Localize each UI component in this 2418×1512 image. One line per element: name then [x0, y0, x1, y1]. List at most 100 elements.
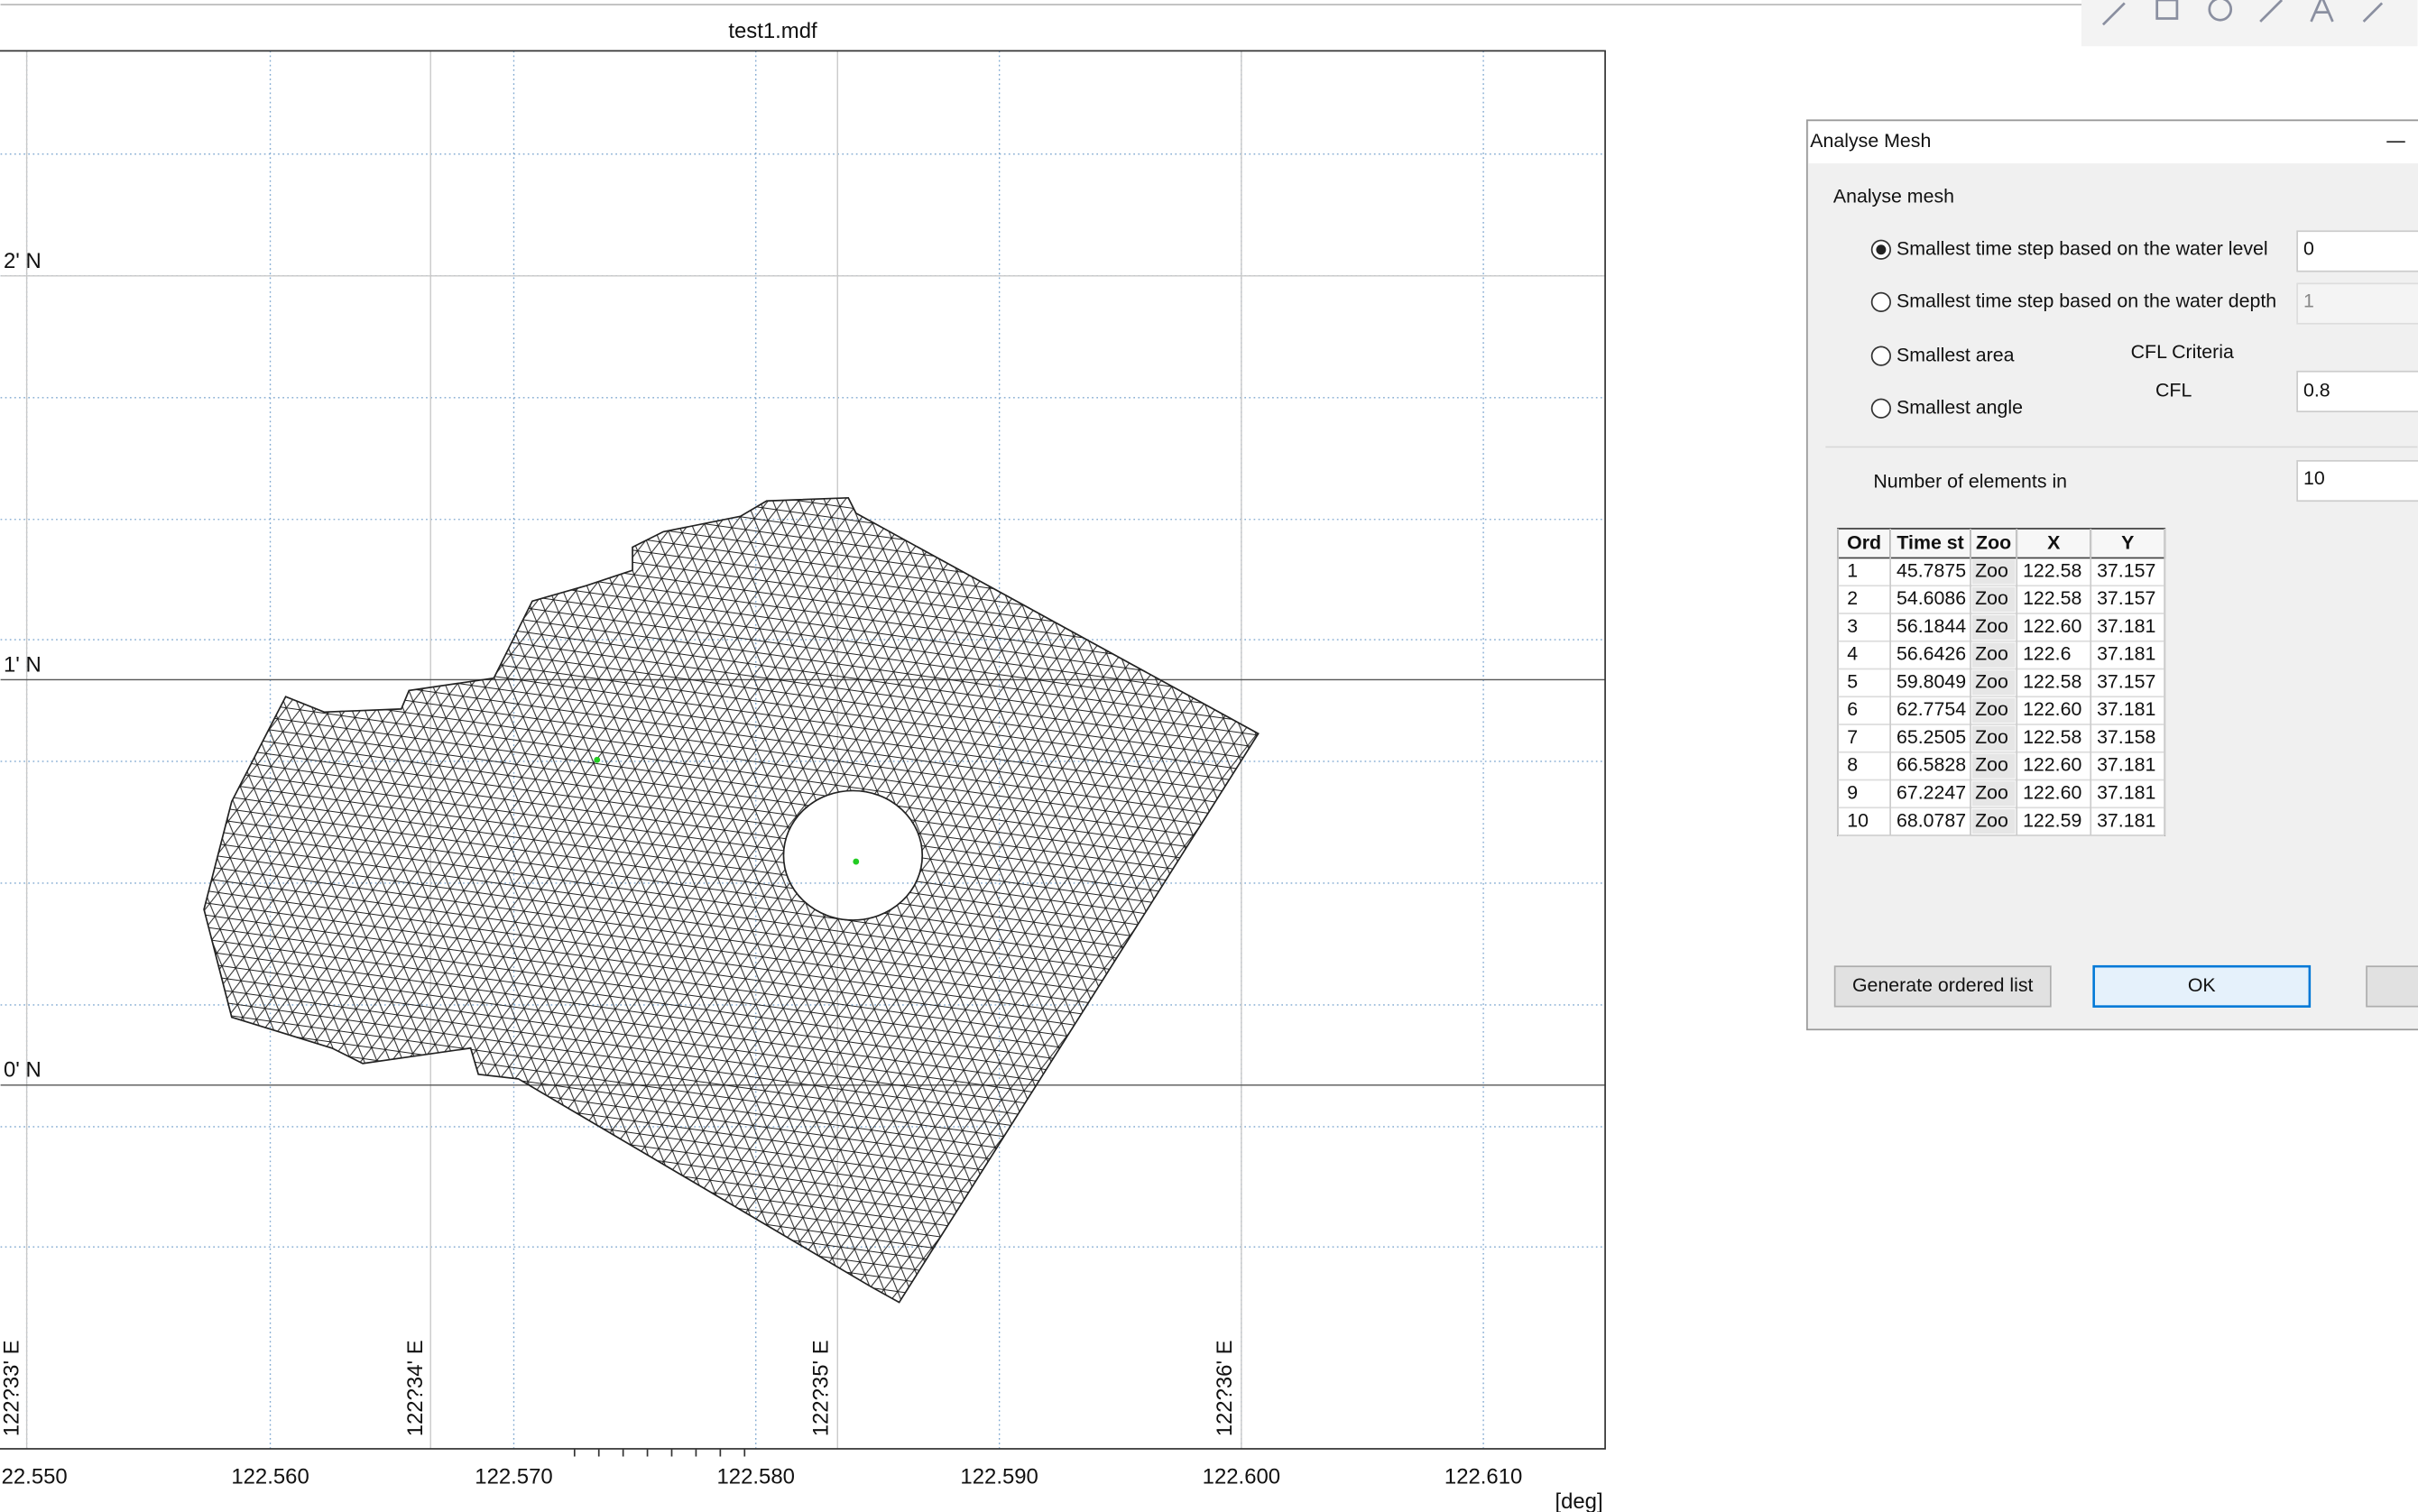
level-input-value: 0: [2303, 237, 2314, 259]
radio-button[interactable]: [1870, 346, 1891, 366]
ok-button-label: OK: [2188, 974, 2216, 996]
x-tick-label: 122.600: [1203, 1465, 1280, 1489]
x-tick-label: 122.580: [717, 1465, 795, 1489]
zoom-button[interactable]: [1971, 586, 2016, 613]
plot-frame: [0, 50, 1606, 1450]
table-header: Y: [2121, 532, 2134, 554]
table-header-cell: [1889, 528, 1971, 559]
unit-label: [deg]: [1555, 1489, 1602, 1512]
x-tick-label: 122.610: [1444, 1465, 1522, 1489]
table-cell: 65.2505: [1897, 726, 1966, 748]
table-cell: 8: [1847, 754, 1858, 776]
zoom-button[interactable]: [1971, 753, 2016, 779]
table-cell: 37.181: [2097, 754, 2155, 776]
table-cell: 62.7754: [1897, 698, 1966, 720]
table-cell: 66.5828: [1897, 754, 1966, 776]
table-cell: Zoo: [1975, 726, 2008, 748]
rect-icon[interactable]: [2155, 0, 2179, 20]
cfl-input[interactable]: [2296, 370, 2418, 413]
table-cell: Zoo: [1975, 809, 2008, 831]
table-cell: 59.8049: [1897, 670, 1966, 692]
marker-icon[interactable]: [2362, 2, 2384, 23]
table-cell: 68.0787: [1897, 809, 1966, 831]
table-header: Ord: [1847, 532, 1881, 554]
table-cell: 122.58: [2023, 726, 2081, 748]
table-cell: 37.181: [2097, 781, 2155, 803]
table-cell: 122.58: [2023, 587, 2081, 609]
table-cell: 56.1844: [1897, 615, 1966, 637]
table-cell: 1: [1847, 559, 1858, 581]
radio-button[interactable]: [1870, 398, 1891, 419]
table-cell: 37.158: [2097, 726, 2155, 748]
mesh-marker: [853, 858, 860, 865]
lat-label: 2' N: [4, 249, 42, 273]
cancel-button[interactable]: [2366, 965, 2418, 1008]
text-icon[interactable]: [2310, 0, 2334, 23]
table-cell: 9: [1847, 781, 1858, 803]
table-cell: Zoo: [1975, 559, 2008, 581]
table-cell: 37.181: [2097, 698, 2155, 720]
generate-button[interactable]: [1833, 965, 2052, 1008]
lon-label: 122?36' E: [1213, 1340, 1237, 1436]
table-cell: Zoo: [1975, 670, 2008, 692]
mesh: [203, 496, 1260, 1304]
arrow-icon[interactable]: [2259, 0, 2284, 23]
table-header: Time st: [1897, 532, 1963, 554]
lat-label: 0' N: [4, 1058, 42, 1083]
table-cell: 5: [1847, 670, 1858, 692]
ok-button[interactable]: [2092, 964, 2312, 1008]
table-cell: 122.60: [2023, 754, 2081, 776]
circle-icon[interactable]: [2208, 0, 2233, 22]
x-tick-label: 122.560: [231, 1465, 309, 1489]
table-cell: 3: [1847, 615, 1858, 637]
depth-input[interactable]: [2296, 282, 2418, 325]
generate-button-label: Generate ordered list: [1852, 974, 2034, 996]
zoom-button[interactable]: [1971, 697, 2016, 724]
x-tick-label: 22.550: [2, 1465, 68, 1489]
zoom-button[interactable]: [1971, 725, 2016, 751]
zoom-button[interactable]: [1971, 781, 2016, 807]
zoom-button[interactable]: [1971, 559, 2016, 585]
plot-title: test1.mdf: [728, 19, 817, 43]
table-cell: 37.157: [2097, 559, 2155, 581]
elements-label: Number of elements in: [1873, 470, 2067, 492]
radio-dot: [1876, 244, 1887, 255]
x-tick-label: 122.570: [475, 1465, 552, 1489]
table-cell: 54.6086: [1897, 587, 1966, 609]
mesh-marker: [594, 756, 601, 763]
table-cell: Zoo: [1975, 587, 2008, 609]
lon-label: 122?35' E: [808, 1340, 833, 1436]
table-cell: 10: [1847, 809, 1869, 831]
table-cell: 122.58: [2023, 670, 2081, 692]
radio-label: Smallest time step based on the water le…: [1897, 237, 2268, 259]
cfl-group-label: CFL Criteria: [2131, 341, 2234, 363]
analyse-mesh-dialog: Analyse Mesh Analyse mesh 0 1 CFL Criter…: [1806, 119, 2418, 1031]
depth-input-value: 1: [2303, 290, 2314, 311]
table-header: Zoo: [1976, 532, 2011, 554]
table-cell: Zoo: [1975, 643, 2008, 665]
table-cell: 4: [1847, 643, 1858, 665]
table-cell: 2: [1847, 587, 1858, 609]
table-cell: 37.181: [2097, 809, 2155, 831]
table-cell: 7: [1847, 726, 1858, 748]
elements-input[interactable]: [2296, 459, 2418, 502]
radio-button[interactable]: [1870, 291, 1891, 312]
group-label: Analyse mesh: [1833, 185, 1954, 207]
pen-icon[interactable]: [2101, 2, 2126, 26]
table-cell: 37.157: [2097, 670, 2155, 692]
cfl-input-value: 0.8: [2303, 380, 2330, 401]
cfl-label: CFL: [2155, 380, 2192, 401]
zoom-button[interactable]: [1971, 808, 2016, 834]
dialog-title: Analyse Mesh: [1810, 130, 1931, 152]
table-cell: 45.7875: [1897, 559, 1966, 581]
table-cell: 56.6426: [1897, 643, 1966, 665]
zoom-button[interactable]: [1971, 614, 2016, 641]
table-cell: 122.60: [2023, 698, 2081, 720]
table-cell: 37.181: [2097, 643, 2155, 665]
table-cell: 122.60: [2023, 781, 2081, 803]
zoom-button[interactable]: [1971, 642, 2016, 668]
zoom-button[interactable]: [1971, 670, 2016, 696]
table-header-cell: [1970, 528, 2018, 559]
level-input[interactable]: [2296, 230, 2418, 272]
